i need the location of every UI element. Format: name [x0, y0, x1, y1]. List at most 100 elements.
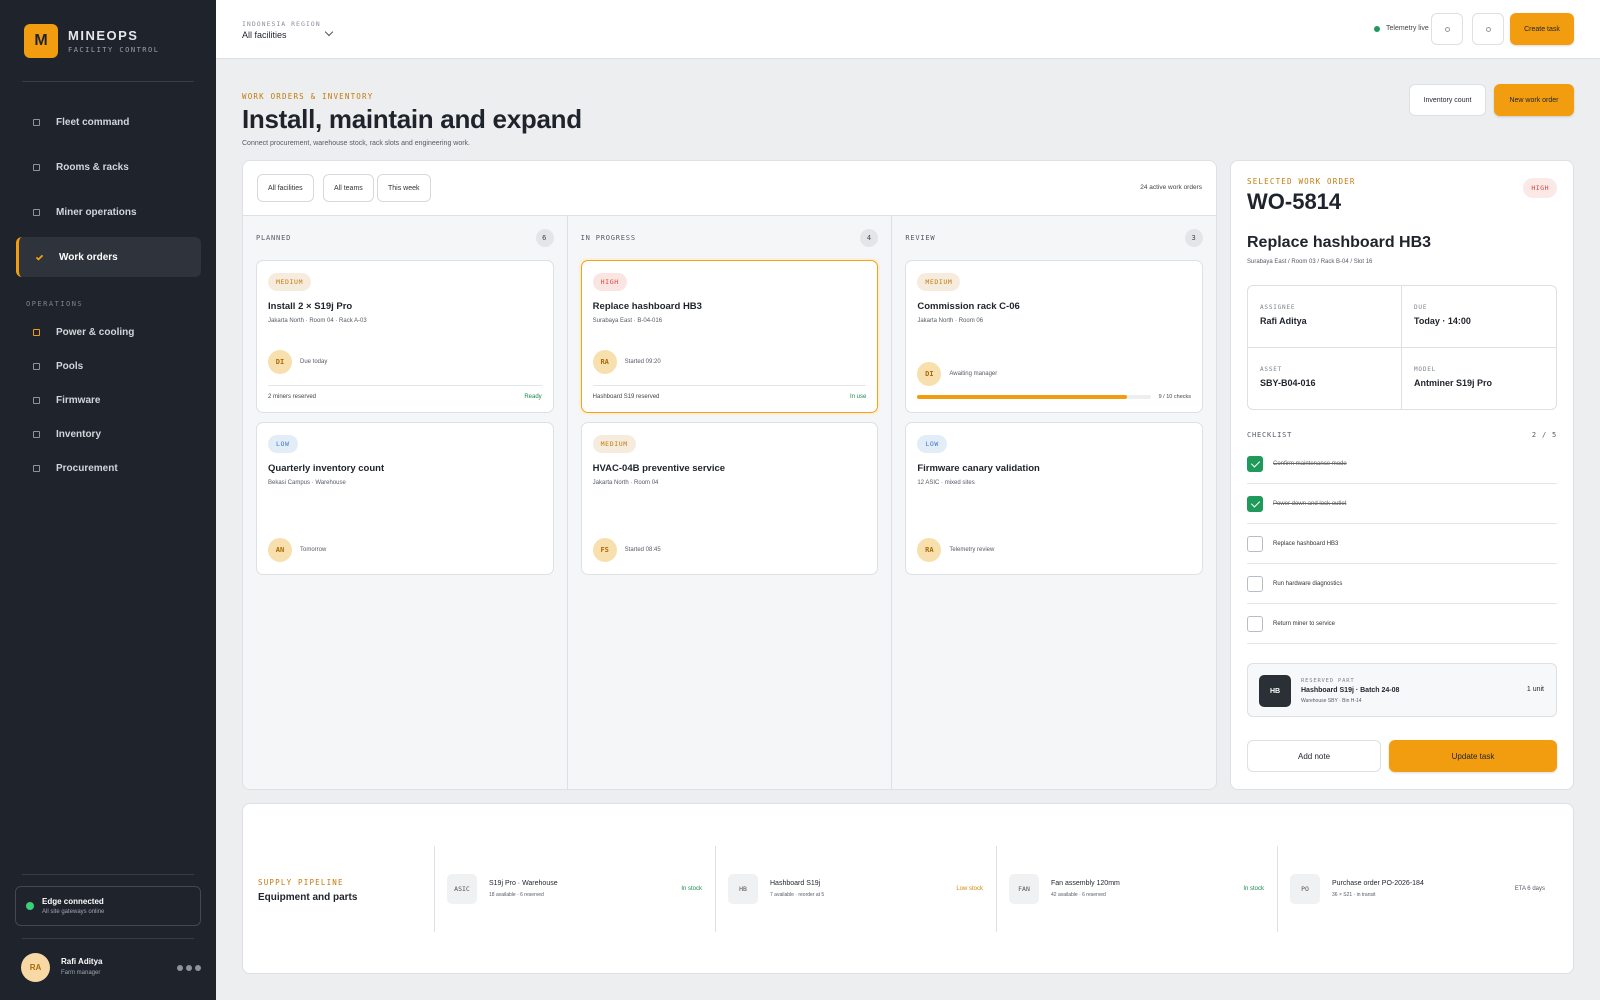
create-task-button[interactable]: Create task	[1510, 13, 1574, 45]
filter-button[interactable]: All teams	[323, 174, 374, 202]
work-order-card[interactable]: MEDIUM Commission rack C-06 Jakarta North …	[905, 260, 1204, 413]
filter-button[interactable]: All facilities	[257, 174, 314, 202]
checklist-header: CHECKLIST 2 / 5	[1247, 431, 1557, 439]
supply-status: Low stock	[956, 886, 983, 892]
checklist-item[interactable]: Return miner to service	[1247, 604, 1557, 644]
work-order-card[interactable]: LOW Firmware canary validation 12 ASIC · m…	[905, 422, 1204, 575]
filter-button[interactable]: This week	[377, 174, 431, 202]
supply-item[interactable]: ASIC S19j Pro · Warehouse 18 available · 6…	[434, 846, 714, 932]
supply-status: ETA 6 days	[1514, 886, 1545, 892]
work-order-card[interactable]: MEDIUM Install 2 × S19j Pro Jakarta North …	[256, 260, 554, 413]
checkbox[interactable]	[1247, 495, 1263, 512]
update-task-button[interactable]: Update task	[1389, 740, 1557, 772]
region-value: All facilities	[242, 30, 287, 40]
icon-button[interactable]	[1472, 13, 1504, 45]
avatar: FS	[592, 538, 617, 562]
work-order-card[interactable]: LOW Quarterly inventory count Bekasi Campu…	[256, 422, 554, 575]
field-label: MODEL	[1414, 366, 1437, 373]
checklist-item[interactable]: Confirm maintenance mode	[1247, 444, 1557, 484]
new-work-order-button[interactable]: New work order	[1494, 84, 1574, 116]
card-location: Jakarta North · Room 06	[917, 318, 984, 324]
nav-item[interactable]: Rooms & racks	[16, 147, 201, 187]
supply-status: In stock	[1243, 886, 1264, 892]
part-icon: HB	[1259, 675, 1291, 707]
work-order-id: WO-5814	[1247, 189, 1342, 214]
detail-fields: ASSIGNEE Rafi Aditya DUE Today · 14:00 ASSET…	[1247, 285, 1557, 410]
supply-item[interactable]: FAN Fan assembly 120mm 42 available · 6 re…	[996, 846, 1276, 932]
nav-label: Inventory	[56, 428, 102, 440]
nav-item[interactable]: Procurement	[16, 448, 201, 488]
board-column: IN PROGRESS 4 HIGH Replace hashboard HB3 Sur…	[568, 216, 893, 789]
checklist-progress: 2 / 5	[1531, 431, 1557, 439]
checkbox[interactable]	[1247, 575, 1263, 592]
supply-name: S19j Pro · Warehouse	[489, 880, 558, 887]
assignee-row: FS Started 08:45	[592, 538, 867, 562]
topbar: INDONESIA REGION All facilities Telemetry …	[216, 0, 1600, 59]
field: ASSET SBY-B04-016	[1248, 348, 1402, 409]
nav-item[interactable]: Work orders	[16, 237, 201, 277]
reservation: Hashboard S19 reserved	[592, 394, 660, 400]
add-note-button[interactable]: Add note	[1247, 740, 1381, 772]
dot	[195, 965, 201, 971]
board-column: REVIEW 3 MEDIUM Commission rack C-06 Jakarta…	[892, 216, 1216, 789]
nav-item[interactable]: Firmware	[16, 380, 201, 420]
priority-pill: LOW	[917, 435, 947, 453]
checklist-label: CHECKLIST	[1247, 431, 1293, 439]
checkbox[interactable]	[1247, 535, 1263, 552]
inventory-count-button[interactable]: Inventory count	[1409, 84, 1486, 116]
nav-item[interactable]: Fleet command	[16, 102, 201, 142]
icon-button[interactable]	[1431, 13, 1463, 45]
nav-item[interactable]: Power & cooling	[16, 312, 201, 352]
card-location: Bekasi Campus · Warehouse	[268, 480, 346, 486]
nav-label: Pools	[56, 360, 84, 372]
nav-item[interactable]: Miner operations	[16, 192, 201, 232]
checkbox[interactable]	[1247, 615, 1263, 632]
more-menu[interactable]	[177, 965, 201, 971]
nav-label: Procurement	[56, 462, 118, 474]
checklist-text: Run hardware diagnostics	[1273, 580, 1343, 587]
avatar: RA	[592, 350, 617, 374]
supply-item[interactable]: PO Purchase order PO-2026-184 36 × S21 · i…	[1277, 846, 1557, 932]
user-role: Farm manager	[61, 970, 101, 976]
divider	[22, 874, 194, 875]
card-title: Firmware canary validation	[917, 463, 1040, 474]
checklist: Confirm maintenance mode Power down and l…	[1247, 444, 1557, 644]
supply-item[interactable]: HB Hashboard S19j 7 available · reorder at…	[715, 846, 995, 932]
divider	[22, 938, 194, 939]
checklist-text: Confirm maintenance mode	[1273, 460, 1347, 467]
user-name: Rafi Aditya	[61, 957, 103, 966]
work-order-card[interactable]: HIGH Replace hashboard HB3 Surabaya East ·…	[580, 260, 879, 413]
nav-item[interactable]: Pools	[16, 346, 201, 386]
field: DUE Today · 14:00	[1402, 286, 1556, 348]
progress-track	[917, 395, 1151, 399]
nav-icon	[33, 163, 40, 171]
checklist-item[interactable]: Run hardware diagnostics	[1247, 564, 1557, 604]
eyebrow: WORK ORDERS & INVENTORY	[242, 92, 374, 101]
reservation: 2 miners reserved	[268, 394, 317, 400]
field-label: ASSIGNEE	[1260, 304, 1296, 311]
column-count: 6	[535, 229, 554, 247]
checklist-item[interactable]: Replace hashboard HB3	[1247, 524, 1557, 564]
card-meta: Awaiting manager	[949, 371, 998, 377]
assignee-row: DI Awaiting manager	[917, 362, 1191, 386]
progress: 9 / 10 checks	[917, 394, 1191, 400]
region-label: INDONESIA REGION	[242, 20, 321, 28]
checklist-item[interactable]: Power down and lock outlet	[1247, 484, 1557, 524]
telemetry-label: Telemetry live	[1386, 25, 1429, 32]
assignee-row: RA Telemetry review	[917, 538, 1191, 562]
detail-title: Replace hashboard HB3	[1247, 234, 1432, 251]
column-header: IN PROGRESS 4	[581, 216, 879, 260]
divider	[22, 81, 194, 82]
checkbox[interactable]	[1247, 455, 1263, 472]
nav-item[interactable]: Inventory	[16, 414, 201, 454]
supply-code: FAN	[1009, 874, 1039, 904]
card-status: Ready	[524, 394, 542, 400]
part-label: RESERVED PART	[1301, 678, 1355, 684]
column-name: PLANNED	[256, 234, 292, 242]
card-bottom: RA Started 09:20 Hashboard S19 reserved In …	[592, 350, 867, 400]
supply-name: Hashboard S19j	[770, 880, 821, 887]
card-location: Jakarta North · Room 04 · Rack A-03	[268, 318, 367, 324]
nav-icon	[33, 328, 40, 336]
logo: M	[24, 24, 58, 58]
work-order-card[interactable]: MEDIUM HVAC-04B preventive service Jakarta…	[580, 422, 879, 575]
